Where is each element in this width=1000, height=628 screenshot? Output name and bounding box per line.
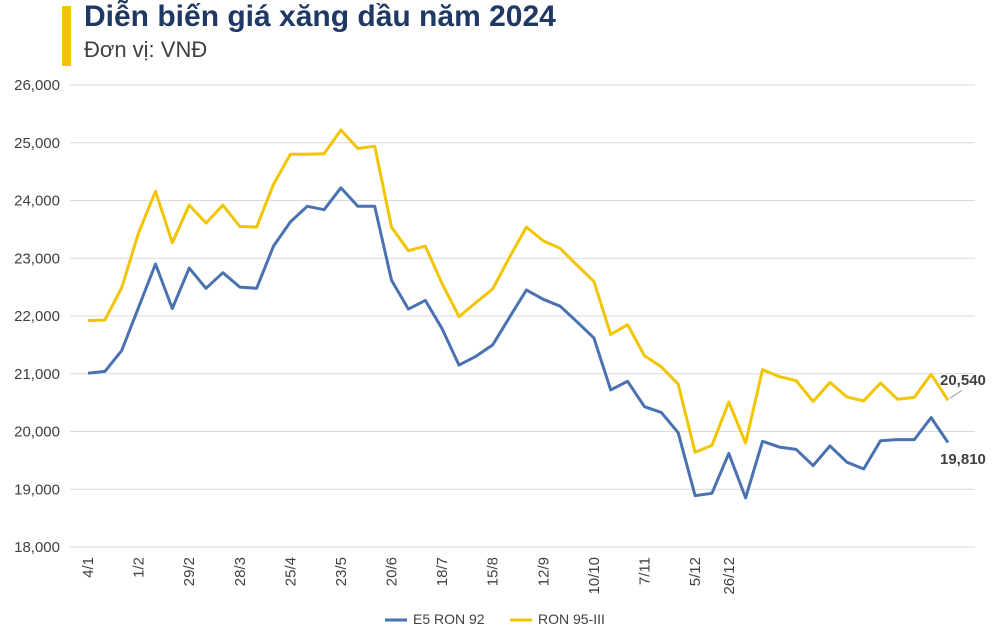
x-tick-label: 29/2: [181, 557, 198, 586]
series-line: [87, 128, 950, 454]
x-tick-label: 26/12: [721, 557, 738, 595]
legend-item-label: E5 RON 92: [413, 611, 485, 627]
y-tick-label: 25,000: [14, 135, 60, 152]
y-tick-label: 21,000: [14, 366, 60, 383]
y-tick-label: 20,000: [14, 424, 60, 441]
legend-item-label: RON 95-III: [538, 611, 605, 627]
x-tick-label: 25/4: [282, 557, 299, 586]
y-tick-label: 22,000: [14, 308, 60, 325]
x-tick-label: 12/9: [535, 557, 552, 586]
y-tick-label: 24,000: [14, 193, 60, 210]
chart-title: Diễn biến giá xăng dầu năm 2024: [84, 0, 556, 33]
x-tick-label: 1/2: [131, 557, 148, 578]
y-tick-label: 19,000: [14, 481, 60, 498]
y-tick-label: 18,000: [14, 539, 60, 556]
x-tick-label: 18/7: [434, 557, 451, 586]
y-tick-label: 26,000: [14, 77, 60, 94]
end-label-leader: [949, 389, 963, 399]
x-tick-label: 10/10: [586, 557, 603, 595]
x-tick-label: 5/12: [687, 557, 704, 586]
x-tick-label: 23/5: [333, 557, 350, 586]
x-tick-label: 20/6: [384, 557, 401, 586]
x-tick-label: 7/11: [636, 557, 653, 585]
x-tick-label: 15/8: [485, 557, 502, 586]
end-label-e5: 19,810: [940, 451, 986, 468]
end-label-ron95: 20,540: [940, 372, 986, 389]
title-accent-bar: [62, 6, 71, 66]
y-tick-label: 23,000: [14, 250, 60, 267]
series-line: [87, 186, 950, 500]
chart-subtitle: Đơn vị: VNĐ: [84, 37, 208, 62]
x-tick-label: 28/3: [232, 557, 249, 586]
x-tick-label: 4/1: [80, 557, 97, 578]
